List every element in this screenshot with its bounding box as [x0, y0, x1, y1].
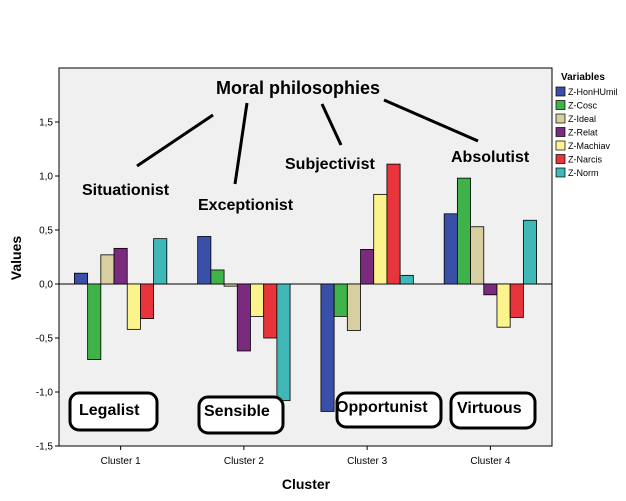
annotation-main: Moral philosophies [216, 78, 380, 98]
y-tick-label: -1,0 [36, 388, 54, 399]
bar-z-cosc-cluster-4 [456, 177, 471, 285]
annotation-absolutist: Absolutist [451, 149, 530, 166]
bar-z-narcis-cluster-2 [263, 283, 278, 339]
bar-z-ideal-cluster-2 [223, 283, 238, 287]
legend-swatch [555, 86, 566, 97]
cluster-box-sensible [197, 395, 285, 435]
cluster-label-opportunist: Opportunist [336, 399, 428, 416]
y-tick-label: 0,5 [39, 226, 53, 237]
bar-z-relat-cluster-1 [113, 247, 128, 285]
connector-line-exceptionist [233, 102, 249, 185]
legend-swatch [555, 113, 566, 124]
y-axis: -1,5 -1,0 -0,5 0,0 0,5 1,0 1,5 [36, 118, 59, 453]
connector-line-situationist [136, 113, 214, 168]
bars [74, 163, 537, 412]
legend-swatch [555, 154, 566, 164]
legend-label: Z-Relat [568, 128, 598, 138]
cluster-label-virtuous: Virtuous [457, 400, 522, 417]
bar-z-relat-cluster-4 [483, 283, 498, 296]
legend: Z-HonHUmil Z-Cosc Z-Ideal Z-Relat Z-Machiav Z… [555, 86, 618, 178]
annotation-situationist: Situationist [82, 182, 170, 199]
y-tick-label: -1,5 [36, 442, 54, 453]
cluster-label-sensible: Sensible [204, 403, 270, 420]
legend-label: Z-Cosc [568, 101, 597, 111]
bar-z-relat-cluster-3 [360, 249, 375, 285]
x-tick-label: Cluster 2 [224, 456, 264, 467]
bar-z-norm-cluster-2 [276, 283, 291, 402]
legend-label: Z-HonHUmil [568, 87, 618, 97]
legend-label: Z-Narcis [568, 155, 602, 165]
cluster-label-legalist: Legalist [79, 402, 140, 419]
annotation-subjectivist: Subjectivist [285, 156, 375, 173]
bar-z-honhumil-cluster-4 [443, 213, 458, 285]
bar-z-narcis-cluster-3 [386, 163, 401, 285]
bar-z-ideal-cluster-3 [346, 283, 361, 331]
bar-z-norm-cluster-4 [522, 219, 537, 285]
bar-z-narcis-cluster-1 [140, 283, 155, 319]
bar-z-norm-cluster-3 [399, 274, 414, 285]
bar-z-honhumil-cluster-1 [74, 272, 89, 285]
legend-title: Variables [561, 72, 605, 83]
x-axis: Cluster 1 Cluster 2 Cluster 3 Cluster 4 [101, 446, 511, 467]
legend-swatch [555, 167, 566, 178]
y-tick-label: 0,0 [39, 280, 53, 291]
bar-z-machiav-cluster-1 [126, 283, 141, 330]
y-tick-label: -0,5 [36, 334, 54, 345]
cluster-box-virtuous [449, 391, 537, 430]
bar-z-honhumil-cluster-3 [320, 283, 335, 412]
connector-line-subjectivist [320, 103, 343, 146]
legend-label: Z-Machiav [568, 141, 611, 151]
x-axis-title: Cluster [282, 476, 331, 492]
y-axis-title: Values [8, 236, 24, 281]
legend-swatch [555, 140, 566, 151]
bar-z-ideal-cluster-4 [470, 226, 485, 285]
legend-label: Z-Ideal [568, 114, 596, 124]
legend-label: Z-Norm [568, 168, 599, 178]
x-tick-label: Cluster 1 [101, 456, 141, 467]
bar-z-ideal-cluster-1 [100, 254, 115, 285]
bar-z-machiav-cluster-2 [250, 283, 265, 317]
legend-swatch [555, 127, 566, 137]
bar-z-machiav-cluster-4 [496, 283, 511, 328]
bar-z-honhumil-cluster-2 [197, 236, 212, 285]
bar-z-cosc-cluster-1 [87, 283, 102, 360]
x-tick-label: Cluster 4 [470, 456, 510, 467]
bar-z-cosc-cluster-3 [333, 283, 348, 317]
cluster-box-opportunist [335, 391, 443, 429]
legend-swatch [555, 100, 566, 110]
bar-z-machiav-cluster-3 [373, 193, 388, 285]
bar-z-norm-cluster-1 [153, 238, 168, 285]
x-tick-label: Cluster 3 [347, 456, 387, 467]
cluster-box-legalist [68, 391, 159, 432]
connector-line-absolutist [383, 98, 479, 143]
bar-z-relat-cluster-2 [236, 283, 251, 352]
bar-z-narcis-cluster-4 [509, 283, 524, 318]
y-tick-label: 1,5 [39, 118, 53, 129]
y-tick-label: 1,0 [39, 172, 53, 183]
annotation-exceptionist: Exceptionist [198, 197, 294, 214]
bar-z-cosc-cluster-2 [210, 269, 225, 285]
